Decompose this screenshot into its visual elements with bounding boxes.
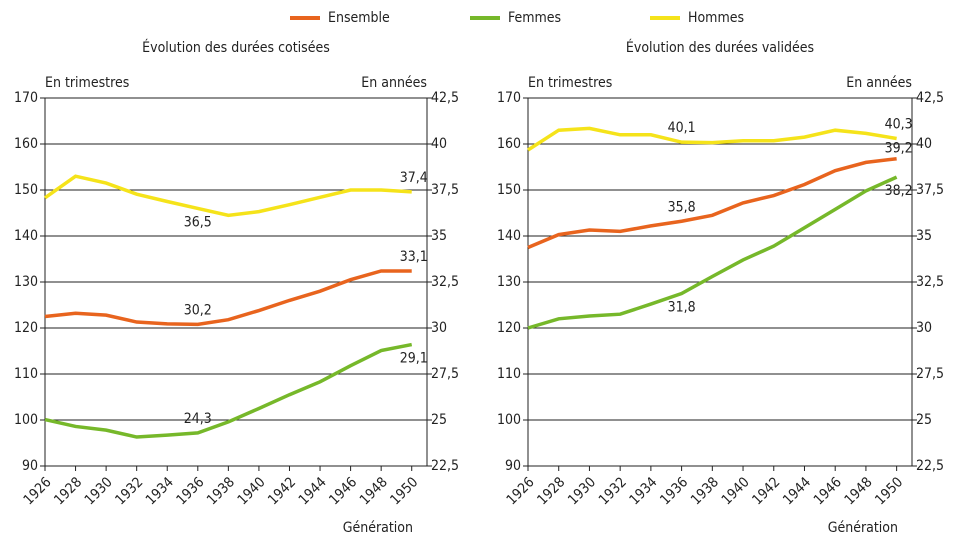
- y-tick-label: 170: [14, 90, 38, 106]
- series-line: [527, 156, 897, 250]
- x-tick-label: 1942: [265, 474, 299, 508]
- y-tick-label: 90: [22, 458, 38, 474]
- x-tick-label: 1940: [719, 474, 753, 508]
- series-line: [527, 175, 898, 330]
- x-tick-label: 1948: [357, 474, 391, 508]
- legend-label: Ensemble: [328, 10, 390, 26]
- series-line: [44, 342, 413, 439]
- data-label: 30,2: [184, 302, 212, 318]
- y-tick-label: 150: [497, 182, 521, 198]
- series-line: [44, 269, 412, 327]
- x-tick-label: 1942: [749, 474, 783, 508]
- y-tick-label: 100: [14, 412, 38, 428]
- x-tick-label: 1944: [296, 474, 330, 508]
- y-tick-label: 100: [497, 412, 521, 428]
- y-tick-label: 140: [14, 228, 38, 244]
- data-label: 40,3: [885, 116, 913, 132]
- x-tick-label: 1948: [842, 474, 876, 508]
- data-label: 39,2: [885, 141, 913, 157]
- y-tick-label: 120: [497, 320, 521, 336]
- x-tick-label: 1950: [872, 474, 906, 508]
- legend-label: Femmes: [508, 10, 561, 26]
- y2-axis-label: En années: [846, 75, 912, 91]
- y2-tick-label: 42,5: [916, 90, 944, 106]
- y2-tick-label: 30: [916, 320, 932, 336]
- series-line: [43, 174, 412, 218]
- y2-tick-label: 40: [431, 136, 447, 152]
- data-label: 36,5: [184, 214, 212, 230]
- x-axis-label: Génération: [343, 520, 413, 536]
- y2-tick-label: 37,5: [431, 182, 459, 198]
- x-tick-label: 1932: [596, 474, 630, 508]
- x-tick-label: 1936: [173, 474, 207, 508]
- x-tick-label: 1928: [534, 474, 568, 508]
- legend-label: Hommes: [688, 10, 744, 26]
- y-tick-label: 170: [497, 90, 521, 106]
- y2-tick-label: 32,5: [916, 274, 944, 290]
- y2-tick-label: 42,5: [431, 90, 459, 106]
- data-label: 35,8: [668, 199, 696, 215]
- y2-tick-label: 32,5: [431, 274, 459, 290]
- chart-title: Évolution des durées cotisées: [142, 39, 330, 56]
- data-label: 31,8: [668, 300, 696, 316]
- x-tick-label: 1950: [387, 474, 421, 508]
- x-tick-label: 1930: [82, 474, 116, 508]
- y-axis-label: En trimestres: [528, 75, 612, 91]
- y2-tick-label: 40: [916, 136, 932, 152]
- x-tick-label: 1926: [21, 474, 55, 508]
- y2-tick-label: 37,5: [916, 182, 944, 198]
- x-tick-label: 1938: [204, 474, 238, 508]
- data-label: 38,2: [885, 183, 913, 199]
- x-tick-label: 1936: [657, 474, 691, 508]
- x-tick-label: 1940: [235, 474, 269, 508]
- y2-tick-label: 27,5: [916, 366, 944, 382]
- data-label: 40,1: [668, 120, 696, 136]
- y2-tick-label: 25: [431, 412, 447, 428]
- y2-axis-label: En années: [361, 75, 427, 91]
- x-tick-label: 1946: [326, 474, 360, 508]
- y2-tick-label: 35: [431, 228, 447, 244]
- x-axis-label: Génération: [828, 520, 898, 536]
- x-tick-label: 1934: [627, 474, 661, 508]
- y-tick-label: 160: [14, 136, 38, 152]
- series-line: [527, 126, 897, 152]
- data-label: 29,1: [400, 351, 428, 367]
- y-tick-label: 110: [497, 366, 521, 382]
- y-tick-label: 110: [14, 366, 38, 382]
- x-tick-label: 1938: [688, 474, 722, 508]
- y-axis-label: En trimestres: [45, 75, 129, 91]
- y-tick-label: 120: [14, 320, 38, 336]
- data-label: 33,1: [400, 249, 428, 265]
- y2-tick-label: 25: [916, 412, 932, 428]
- y2-tick-label: 27,5: [431, 366, 459, 382]
- x-tick-label: 1928: [51, 474, 85, 508]
- y-tick-label: 150: [14, 182, 38, 198]
- x-tick-label: 1946: [811, 474, 845, 508]
- y2-tick-label: 22,5: [431, 458, 459, 474]
- y2-tick-label: 22,5: [916, 458, 944, 474]
- data-label: 24,3: [184, 411, 212, 427]
- y-tick-label: 130: [497, 274, 521, 290]
- y-tick-label: 140: [497, 228, 521, 244]
- x-tick-label: 1926: [504, 474, 538, 508]
- y2-tick-label: 35: [916, 228, 932, 244]
- data-label: 37,4: [400, 170, 428, 186]
- x-tick-label: 1934: [143, 474, 177, 508]
- y-tick-label: 160: [497, 136, 521, 152]
- x-tick-label: 1944: [780, 474, 814, 508]
- y-tick-label: 90: [505, 458, 521, 474]
- y2-tick-label: 30: [431, 320, 447, 336]
- x-tick-label: 1932: [112, 474, 146, 508]
- y-tick-label: 130: [14, 274, 38, 290]
- x-tick-label: 1930: [565, 474, 599, 508]
- chart-title: Évolution des durées validées: [626, 39, 814, 56]
